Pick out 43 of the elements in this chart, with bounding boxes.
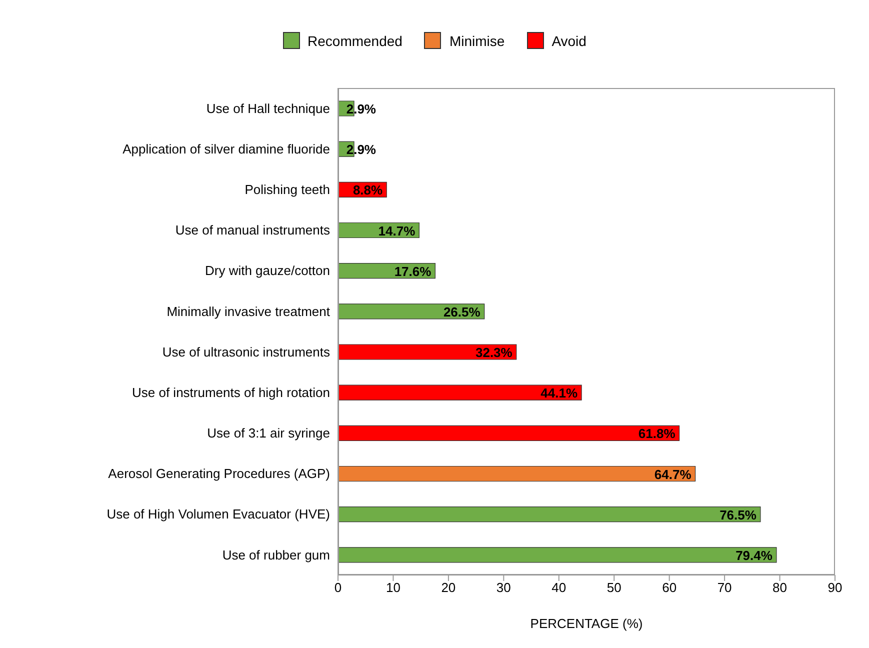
data-label: 26.5%: [443, 304, 481, 320]
x-tick-label: 30: [496, 580, 511, 596]
data-label: 61.8%: [638, 426, 676, 442]
data-label: 32.3%: [475, 345, 513, 360]
bar: [338, 304, 485, 320]
bar: [338, 425, 680, 441]
x-tick-label: 10: [386, 580, 400, 596]
x-tick-label: 20: [441, 580, 456, 596]
y-tick-label: Polishing teeth: [244, 182, 330, 198]
bar: [338, 344, 517, 360]
bar: [338, 506, 761, 522]
x-axis-title: PERCENTAGE (%): [530, 616, 643, 631]
y-tick-label: Use of Hall technique: [206, 100, 330, 116]
legend-label: Recommended: [308, 32, 402, 48]
y-tick-label: Use of High Volumen Evacuator (HVE): [106, 506, 330, 522]
x-tick-label: 60: [662, 580, 677, 596]
x-tick-label: 0: [334, 580, 342, 596]
x-tick-label: 90: [828, 580, 842, 596]
data-label: 64.7%: [654, 466, 692, 482]
y-tick-label: Dry with gauze/cotton: [204, 263, 330, 278]
bar: [338, 384, 582, 400]
y-tick-label: Application of silver diamine fluoride: [122, 141, 330, 156]
data-label: 14.7%: [378, 223, 416, 238]
y-tick-label: Use of 3:1 air syringe: [207, 426, 330, 441]
y-tick-label: Use of instruments of high rotation: [132, 384, 330, 400]
x-tick-label: 80: [772, 580, 788, 596]
y-tick-label: Use of rubber gum: [222, 547, 330, 562]
x-tick-label: 70: [717, 580, 732, 596]
y-tick-label: Use of manual instruments: [175, 222, 330, 238]
data-label: 44.1%: [540, 386, 578, 401]
data-label: 8.8%: [352, 182, 384, 198]
data-label: 76.5%: [720, 507, 757, 522]
y-tick-label: Use of ultrasonic instruments: [162, 344, 330, 360]
x-tick-label: 50: [606, 580, 622, 596]
y-tick-label: Aerosol Generating Procedures (AGP): [108, 466, 330, 482]
bar: [338, 466, 696, 482]
x-tick-label: 40: [552, 580, 566, 596]
bar: [338, 547, 777, 563]
legend-label: Avoid: [552, 32, 586, 48]
data-label: 17.6%: [394, 264, 432, 279]
y-tick-label: Minimally invasive treatment: [166, 304, 330, 319]
legend-label: Minimise: [449, 32, 505, 48]
data-label: 79.4%: [736, 548, 773, 563]
